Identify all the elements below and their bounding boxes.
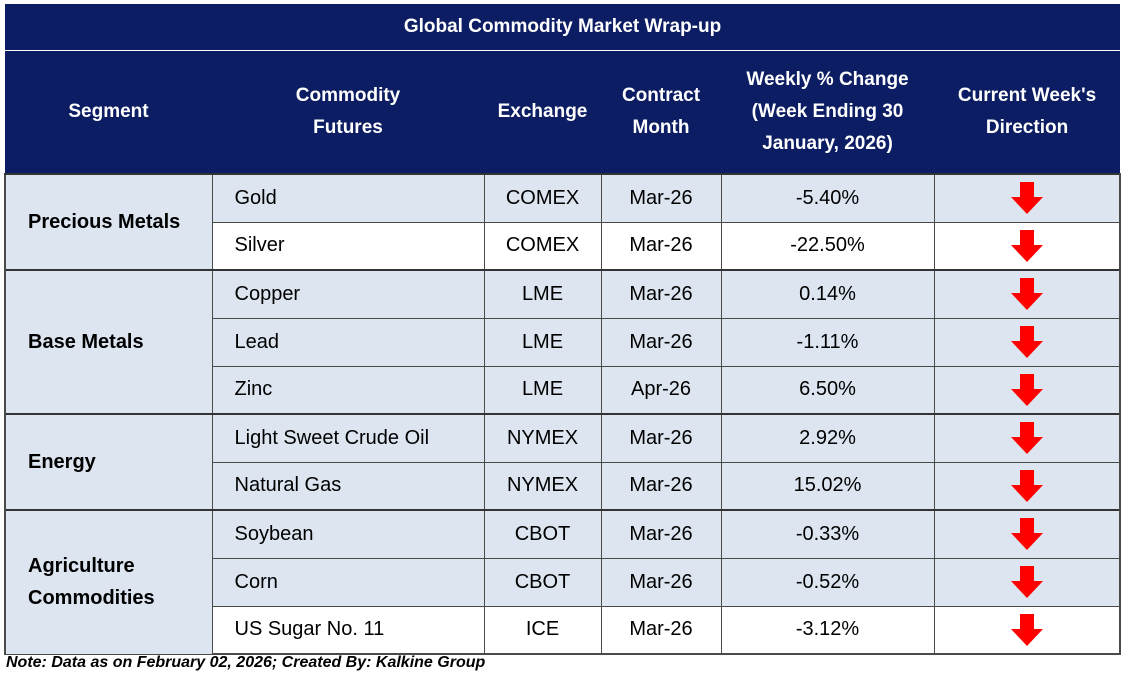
exchange-cell: LME [483, 365, 602, 415]
segment-energy: Energy [4, 413, 213, 511]
down-arrow-icon [1010, 182, 1043, 215]
direction-cell [933, 557, 1122, 607]
down-arrow-icon [1010, 613, 1043, 646]
table-title: Global Commodity Market Wrap-up [5, 4, 1121, 51]
weekly-change-cell: -1.11% [720, 317, 935, 367]
commodity-cell: Corn [211, 557, 485, 607]
direction-cell [933, 509, 1122, 559]
table-row: Natural Gas NYMEX Mar-26 15.02% [5, 461, 1122, 511]
weekly-change-cell: -0.33% [720, 509, 935, 559]
direction-cell [933, 269, 1122, 319]
table-row: Energy Light Sweet Crude Oil NYMEX Mar-2… [4, 413, 1122, 511]
weekly-change-cell: 15.02% [720, 461, 935, 511]
down-arrow-icon [1010, 469, 1043, 502]
down-arrow-icon [1010, 278, 1043, 311]
commodity-cell: Silver [211, 221, 485, 271]
commodity-wrap-table-container: Global Commodity Market Wrap-up Segment … [4, 4, 1122, 655]
contract-month-cell: Mar-26 [600, 221, 722, 271]
contract-month-cell: Apr-26 [600, 365, 722, 415]
header-row: Segment Commodity Futures Exchange Contr… [5, 50, 1121, 174]
exchange-cell: LME [483, 269, 602, 319]
down-arrow-icon [1010, 373, 1043, 406]
commodity-cell: Lead [211, 317, 485, 367]
exchange-cell: NYMEX [483, 413, 602, 463]
contract-month-cell: Mar-26 [600, 509, 722, 559]
direction-cell [933, 317, 1122, 367]
table-row: Zinc LME Apr-26 6.50% [5, 365, 1122, 415]
exchange-cell: CBOT [483, 557, 602, 607]
header-direction: Current Week's Direction [934, 50, 1121, 174]
down-arrow-icon [1010, 518, 1043, 551]
weekly-change-cell: -0.52% [720, 557, 935, 607]
segment-agriculture-commodities: Agriculture Commodities [4, 509, 213, 655]
exchange-cell: LME [483, 317, 602, 367]
exchange-cell: NYMEX [483, 461, 602, 511]
direction-cell [933, 605, 1122, 655]
commodity-cell: Natural Gas [211, 461, 485, 511]
contract-month-cell: Mar-26 [600, 173, 722, 223]
commodity-cell: Gold [211, 173, 485, 223]
down-arrow-icon [1010, 326, 1043, 358]
table-row: US Sugar No. 11 ICE Mar-26 -3.12% [5, 605, 1122, 655]
commodity-cell: Zinc [211, 365, 485, 415]
contract-month-cell: Mar-26 [600, 317, 722, 367]
segment-base-metals: Base Metals [4, 269, 213, 415]
direction-cell [933, 413, 1122, 463]
header-weekly-change: Weekly % Change (Week Ending 30 January,… [721, 50, 934, 174]
weekly-change-cell: 2.92% [720, 413, 935, 463]
weekly-change-cell: 6.50% [720, 365, 935, 415]
table-row: Precious Metals Gold COMEX Mar-26 -5.40% [4, 173, 1122, 271]
commodity-cell: Copper [211, 269, 485, 319]
contract-month-cell: Mar-26 [600, 269, 722, 319]
direction-cell [933, 365, 1122, 415]
header-exchange: Exchange [484, 50, 601, 174]
direction-cell [933, 221, 1122, 271]
weekly-change-cell: -22.50% [720, 221, 935, 271]
table-row: Base Metals Copper LME Mar-26 0.14% [4, 269, 1122, 415]
commodity-table: Global Commodity Market Wrap-up Segment … [4, 4, 1122, 655]
exchange-cell: CBOT [483, 509, 602, 559]
down-arrow-icon [1010, 422, 1043, 455]
direction-cell [933, 461, 1122, 511]
header-contract-month: Contract Month [601, 50, 721, 174]
weekly-change-cell: 0.14% [720, 269, 935, 319]
table-row: Silver COMEX Mar-26 -22.50% [5, 221, 1122, 271]
commodity-cell: Light Sweet Crude Oil [211, 413, 485, 463]
commodity-cell: US Sugar No. 11 [211, 605, 485, 655]
segment-precious-metals: Precious Metals [4, 173, 213, 271]
down-arrow-icon [1010, 566, 1043, 598]
direction-cell [933, 173, 1122, 223]
header-commodity: Commodity Futures [212, 50, 484, 174]
exchange-cell: COMEX [483, 173, 602, 223]
contract-month-cell: Mar-26 [600, 557, 722, 607]
title-row: Global Commodity Market Wrap-up [5, 4, 1121, 51]
header-segment: Segment [5, 50, 212, 174]
down-arrow-icon [1010, 229, 1043, 262]
weekly-change-cell: -5.40% [720, 173, 935, 223]
contract-month-cell: Mar-26 [600, 461, 722, 511]
commodity-cell: Soybean [211, 509, 485, 559]
exchange-cell: COMEX [483, 221, 602, 271]
table-row: Corn CBOT Mar-26 -0.52% [5, 557, 1122, 607]
weekly-change-cell: -3.12% [720, 605, 935, 655]
contract-month-cell: Mar-26 [600, 605, 722, 655]
table-row: Agriculture Commodities Soybean CBOT Mar… [4, 509, 1122, 655]
exchange-cell: ICE [483, 605, 602, 655]
footnote: Note: Data as on February 02, 2026; Crea… [6, 654, 486, 671]
contract-month-cell: Mar-26 [600, 413, 722, 463]
